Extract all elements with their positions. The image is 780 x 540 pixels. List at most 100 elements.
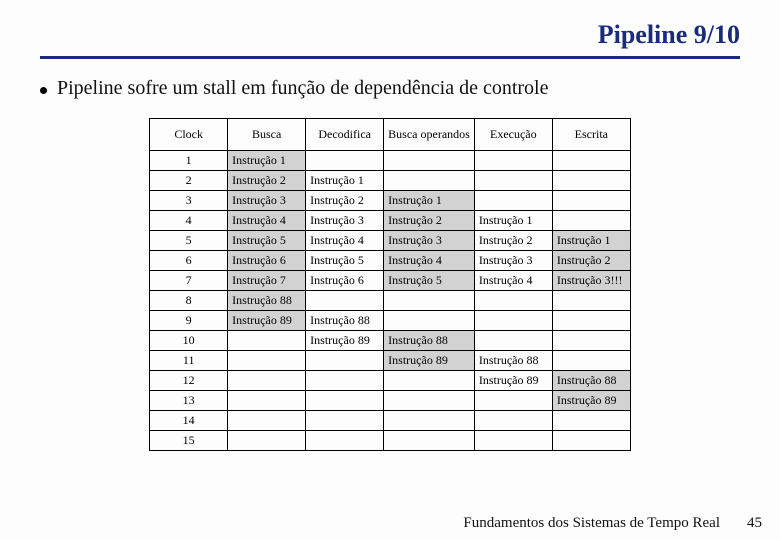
table-cell: Instrução 88	[384, 331, 475, 351]
table-row: 14	[150, 411, 631, 431]
table-row: 2Instrução 2Instrução 1	[150, 171, 631, 191]
table-row: 8Instrução 88	[150, 291, 631, 311]
table-cell: Instrução 88	[552, 371, 630, 391]
table-cell	[474, 431, 552, 451]
table-cell	[228, 391, 306, 411]
table-cell: Instrução 5	[384, 271, 475, 291]
table-cell: Instrução 4	[228, 211, 306, 231]
table-cell	[228, 331, 306, 351]
table-cell: Instrução 1	[474, 211, 552, 231]
table-cell: Instrução 4	[474, 271, 552, 291]
col-clock: Clock	[150, 119, 228, 151]
table-row: 1Instrução 1	[150, 151, 631, 171]
table-cell	[228, 351, 306, 371]
table-row: 4Instrução 4Instrução 3Instrução 2Instru…	[150, 211, 631, 231]
bullet-dot-icon	[40, 87, 47, 94]
col-execucao: Execução	[474, 119, 552, 151]
table-cell: Instrução 3	[228, 191, 306, 211]
row-number: 2	[150, 171, 228, 191]
footer-text: Fundamentos dos Sistemas de Tempo Real	[463, 515, 720, 532]
table-cell: Instrução 2	[228, 171, 306, 191]
table-cell	[384, 291, 475, 311]
row-number: 3	[150, 191, 228, 211]
table-cell	[228, 371, 306, 391]
table-cell	[384, 151, 475, 171]
row-number: 4	[150, 211, 228, 231]
table-cell: Instrução 2	[552, 251, 630, 271]
table-cell	[474, 391, 552, 411]
table-cell	[306, 391, 384, 411]
table-cell: Instrução 88	[306, 311, 384, 331]
table-cell: Instrução 1	[552, 231, 630, 251]
table-cell	[306, 371, 384, 391]
table-cell	[552, 331, 630, 351]
row-number: 14	[150, 411, 228, 431]
table-cell	[228, 411, 306, 431]
table-cell: Instrução 89	[552, 391, 630, 411]
table-cell	[474, 331, 552, 351]
table-cell: Instrução 2	[306, 191, 384, 211]
table-cell	[384, 431, 475, 451]
table-cell	[306, 151, 384, 171]
page-title: Pipeline 9/10	[40, 20, 740, 50]
table-cell	[306, 411, 384, 431]
row-number: 12	[150, 371, 228, 391]
table-cell: Instrução 1	[384, 191, 475, 211]
table-row: 3Instrução 3Instrução 2Instrução 1	[150, 191, 631, 211]
table-cell	[384, 411, 475, 431]
bullet-item: Pipeline sofre um stall em função de dep…	[40, 77, 740, 100]
table-cell	[384, 171, 475, 191]
table-cell: Instrução 4	[306, 231, 384, 251]
table-cell	[474, 291, 552, 311]
table-cell	[552, 171, 630, 191]
row-number: 9	[150, 311, 228, 331]
table-cell	[474, 171, 552, 191]
table-cell: Instrução 2	[474, 231, 552, 251]
table-row: 10 Instrução 89Instrução 88	[150, 331, 631, 351]
table-cell	[474, 191, 552, 211]
table-cell	[552, 311, 630, 331]
table-cell: Instrução 3	[306, 211, 384, 231]
table-cell	[306, 431, 384, 451]
table-cell	[552, 431, 630, 451]
table-row: 15	[150, 431, 631, 451]
table-cell: Instrução 89	[474, 371, 552, 391]
table-cell: Instrução 89	[306, 331, 384, 351]
table-row: 12 Instrução 89Instrução 88	[150, 371, 631, 391]
row-number: 7	[150, 271, 228, 291]
table-row: 7Instrução 7Instrução 6Instrução 5Instru…	[150, 271, 631, 291]
table-cell: Instrução 3	[474, 251, 552, 271]
table-cell	[474, 411, 552, 431]
table-cell	[384, 371, 475, 391]
page-number: 45	[747, 515, 762, 532]
table-cell: Instrução 6	[228, 251, 306, 271]
table-cell: Instrução 3	[384, 231, 475, 251]
table-cell	[552, 351, 630, 371]
row-number: 1	[150, 151, 228, 171]
table-cell	[384, 311, 475, 331]
bullet-text: Pipeline sofre um stall em função de dep…	[57, 77, 548, 100]
table-cell: Instrução 6	[306, 271, 384, 291]
table-cell	[552, 211, 630, 231]
col-decodifica: Decodifica	[306, 119, 384, 151]
col-escrita: Escrita	[552, 119, 630, 151]
row-number: 6	[150, 251, 228, 271]
row-number: 13	[150, 391, 228, 411]
table-cell	[306, 291, 384, 311]
table-cell: Instrução 7	[228, 271, 306, 291]
table-cell	[384, 391, 475, 411]
table-cell: Instrução 3!!!	[552, 271, 630, 291]
table-cell: Instrução 88	[228, 291, 306, 311]
row-number: 10	[150, 331, 228, 351]
table-cell: Instrução 2	[384, 211, 475, 231]
row-number: 8	[150, 291, 228, 311]
table-cell: Instrução 1	[306, 171, 384, 191]
table-cell: Instrução 4	[384, 251, 475, 271]
table-cell: Instrução 5	[306, 251, 384, 271]
title-rule	[40, 56, 740, 59]
table-cell	[474, 151, 552, 171]
table-cell: Instrução 89	[228, 311, 306, 331]
table-row: 11Instrução 89Instrução 88	[150, 351, 631, 371]
table-cell	[552, 151, 630, 171]
table-row: 5Instrução 5Instrução 4Instrução 3Instru…	[150, 231, 631, 251]
